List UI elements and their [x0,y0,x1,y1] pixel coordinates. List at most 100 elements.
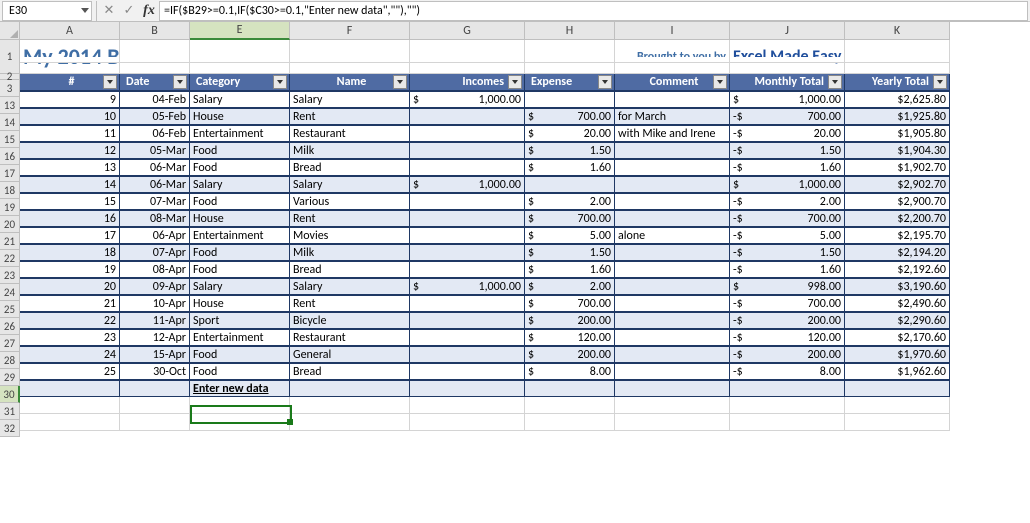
cell-category[interactable]: Entertainment [190,125,290,142]
cell-name[interactable]: Restaurant [290,329,410,346]
cell-date[interactable]: 07-Mar [120,193,190,210]
cell[interactable] [290,57,410,63]
cell-date[interactable]: 15-Apr [120,346,190,363]
cell-date[interactable]: 30-Oct [120,363,190,380]
filter-dropdown-icon[interactable] [393,75,407,89]
cell-currency[interactable]: $1.60 [525,261,615,278]
row-header[interactable]: 32 [0,420,20,437]
cell-name[interactable]: General [290,346,410,363]
cell-currency[interactable]: $2.00 [525,278,615,295]
cell[interactable] [615,414,730,431]
cell-name[interactable]: Rent [290,295,410,312]
cell-num[interactable]: 13 [20,159,120,176]
cell-yearly[interactable]: $1,904.30 [845,142,950,159]
cell-category[interactable]: Entertainment [190,329,290,346]
cell-comment[interactable] [615,210,730,227]
cell-category[interactable]: Food [190,346,290,363]
cell-currency[interactable] [410,346,525,363]
cell[interactable] [730,397,845,414]
cell-num[interactable]: 17 [20,227,120,244]
row-header[interactable]: 21 [0,233,20,250]
cancel-icon[interactable]: ✕ [99,1,119,21]
cell-yearly[interactable]: $2,900.70 [845,193,950,210]
cell-date[interactable]: 12-Apr [120,329,190,346]
cell-comment[interactable] [615,193,730,210]
cell-num[interactable]: 15 [20,193,120,210]
cell-currency[interactable]: $700.00 [525,295,615,312]
cell-category[interactable]: House [190,210,290,227]
cell-date[interactable]: 10-Apr [120,295,190,312]
cell-date[interactable]: 11-Apr [120,312,190,329]
cell-currency[interactable] [410,193,525,210]
column-header[interactable]: J [730,22,845,40]
cell-currency[interactable] [410,363,525,380]
cell-category[interactable]: Entertainment [190,227,290,244]
cell-comment[interactable] [615,261,730,278]
cell[interactable] [615,397,730,414]
cell[interactable] [20,414,120,431]
cell-currency[interactable] [525,91,615,108]
table-header[interactable]: Category [190,74,290,91]
cell-date[interactable]: 06-Mar [120,159,190,176]
row-header[interactable]: 17 [0,165,20,182]
cell[interactable] [730,380,845,397]
cell-currency[interactable]: $700.00 [525,210,615,227]
row-header[interactable]: 24 [0,284,20,301]
table-header[interactable]: Incomes [410,74,525,91]
cell-currency[interactable]: -$20.00 [730,125,845,142]
cell[interactable] [525,414,615,431]
cell-currency[interactable]: $20.00 [525,125,615,142]
cell-category[interactable]: Food [190,363,290,380]
cell-currency[interactable]: -$700.00 [730,295,845,312]
cell[interactable] [845,397,950,414]
table-header[interactable]: # [20,74,120,91]
cell-comment[interactable] [615,329,730,346]
table-header[interactable]: Monthly Total [730,74,845,91]
row-header[interactable]: 23 [0,267,20,284]
cell[interactable] [410,414,525,431]
cell-currency[interactable]: $998.00 [730,278,845,295]
cell-name[interactable]: Bread [290,159,410,176]
cell-yearly[interactable]: $1,905.80 [845,125,950,142]
cell-comment[interactable] [615,91,730,108]
filter-dropdown-icon[interactable] [103,75,117,89]
cell-date[interactable]: 04-Feb [120,91,190,108]
cell-num[interactable]: 25 [20,363,120,380]
cell-date[interactable]: 09-Apr [120,278,190,295]
cell-date[interactable]: 06-Feb [120,125,190,142]
table-header[interactable]: Yearly Total [845,74,950,91]
table-header[interactable]: Comment [615,74,730,91]
cell-date[interactable]: 07-Apr [120,244,190,261]
row-header[interactable]: 25 [0,301,20,318]
cell-num[interactable]: 20 [20,278,120,295]
cell-yearly[interactable]: $2,192.60 [845,261,950,278]
cell[interactable] [190,57,290,63]
cell-yearly[interactable]: $1,925.80 [845,108,950,125]
cell-category[interactable]: House [190,108,290,125]
cell-yearly[interactable]: $1,902.70 [845,159,950,176]
cell-currency[interactable]: -$200.00 [730,312,845,329]
cell-currency[interactable]: $120.00 [525,329,615,346]
cell-comment[interactable] [615,312,730,329]
cell-category[interactable]: Food [190,261,290,278]
spreadsheet-grid[interactable]: My 2014 BudgetBrought to you byExcel Mad… [20,40,950,431]
table-header[interactable]: Expense [525,74,615,91]
cell-currency[interactable]: $200.00 [525,346,615,363]
cell-currency[interactable] [410,125,525,142]
row-header[interactable]: 29 [0,369,20,386]
cell-comment[interactable] [615,363,730,380]
cell-date[interactable]: 05-Mar [120,142,190,159]
cell-num[interactable]: 18 [20,244,120,261]
cell-currency[interactable]: -$1.60 [730,261,845,278]
cell-currency[interactable]: $5.00 [525,227,615,244]
cell-yearly[interactable]: $2,200.70 [845,210,950,227]
cell-currency[interactable] [525,176,615,193]
cell[interactable] [20,380,120,397]
cell-name[interactable]: Salary [290,91,410,108]
cell-currency[interactable]: $1.50 [525,244,615,261]
column-header[interactable]: B [120,22,190,40]
cell-currency[interactable]: $1.50 [525,142,615,159]
cell-currency[interactable] [410,312,525,329]
cell-num[interactable]: 21 [20,295,120,312]
row-header[interactable]: 30 [0,386,20,403]
